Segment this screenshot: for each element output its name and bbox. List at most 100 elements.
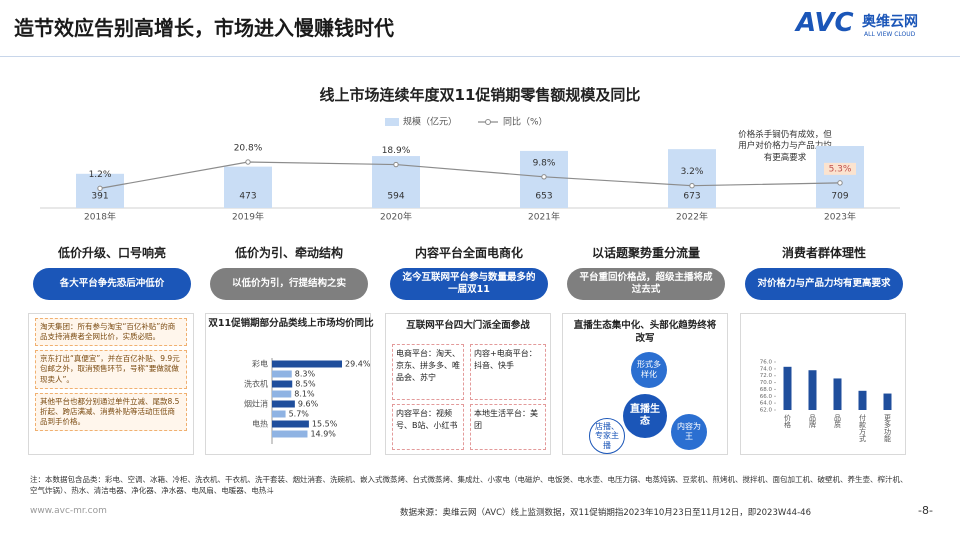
- cell: 本地生活平台：美团: [470, 404, 546, 450]
- bar: [272, 420, 309, 428]
- y-tick-label: 74.0: [760, 366, 773, 372]
- logo: AVC: [796, 8, 854, 38]
- x-tick-label: 2020年: [380, 211, 412, 223]
- line-value-label: 18.9%: [382, 146, 411, 156]
- bar: [272, 370, 292, 378]
- line-value-label: 5.3%: [829, 164, 852, 174]
- y-tick-label: 66.0: [760, 394, 773, 400]
- bar: [272, 380, 293, 388]
- line-value-label: 20.8%: [234, 144, 263, 154]
- panel-box: 互联网平台四大门派全面参战电商平台：淘天、京东、拼多多、唯品会、苏宁 内容+电商平…: [385, 313, 551, 455]
- bar-value-label: 653: [535, 192, 552, 202]
- box-title: 直播生态集中化、头部化趋势终将改写: [573, 320, 717, 344]
- legend-swatch: [485, 119, 491, 125]
- y-tick-label: 62.0: [760, 408, 773, 414]
- y-tick-label: 64.0: [760, 401, 773, 407]
- cell: 电商平台：淘天、京东、拼多多、唯品会、苏宁: [392, 344, 464, 400]
- bar-value-label: 9.6%: [298, 400, 319, 409]
- line-point: [97, 185, 103, 192]
- bar: [858, 390, 867, 410]
- circle-node: 内容为王: [671, 414, 707, 450]
- source: 数据来源：奥维云网（AVC）线上监测数据，双11促销期指2023年10月23日至…: [400, 508, 811, 518]
- y-tick-label: 70.0: [760, 380, 773, 386]
- panel-pill: 迄今互联网平台参与数量最多的一届双11: [390, 268, 548, 300]
- bar-value-label: 673: [683, 192, 700, 202]
- box-title: 互联网平台四大门派全面参战: [406, 320, 530, 331]
- annotation: 价格杀手锏仍有成效，但用户对价格力与产品力均有更高要求: [738, 130, 832, 163]
- panel-heading: 低价为引、牵动结构: [234, 246, 343, 260]
- bar-value-label: 709: [831, 192, 848, 202]
- y-tick-label: 72.0: [760, 373, 773, 379]
- website: www.avc-mr.com: [30, 506, 107, 516]
- slide-title: 造节效应告别高增长，市场进入慢赚钱时代: [14, 16, 394, 40]
- bar: [272, 430, 308, 438]
- note: 淘天集团：所有参与淘宝“百亿补贴”的商品支持消费者全网比价，实质必赔。: [35, 318, 187, 347]
- bar: [224, 166, 272, 208]
- legend-label: 同比（%）: [503, 116, 548, 128]
- line-point: [541, 174, 547, 180]
- line-point: [245, 159, 251, 165]
- bar: [808, 370, 817, 410]
- logo-en: ALL VIEW CLOUD: [864, 31, 916, 38]
- logo-cn: 奥维云网: [862, 14, 918, 30]
- x-tick-label: 2023年: [824, 211, 856, 223]
- x-tick-label: 付款方式: [859, 413, 867, 442]
- y-tick-label: 电热: [252, 419, 268, 429]
- note: 京东打出“真便宜”，并在百亿补贴、9.9元包邮之外，取消预售环节，号称“要做就做…: [35, 350, 187, 389]
- line-point: [837, 180, 843, 186]
- x-tick-label: 品牌: [809, 414, 817, 429]
- y-tick-label: 烟灶消: [244, 399, 268, 409]
- bar: [272, 390, 292, 398]
- footnote: 注：本数据包含品类：彩电、空调、冰箱、冷柜、洗衣机、干衣机、洗干套装、烟灶消套、…: [30, 475, 908, 496]
- circle-node: 直播生态: [623, 394, 667, 438]
- circle-node: 形式多样化: [631, 352, 667, 388]
- x-tick-label: 2022年: [676, 211, 708, 223]
- bar: [668, 149, 716, 208]
- y-tick-label: 76.0: [760, 360, 773, 366]
- line-point: [689, 182, 695, 189]
- panel-box: 直播生态集中化、头部化趋势终将改写直播生态 形式多样化 店播、专家主播 内容为王: [562, 313, 728, 455]
- panel-box: 淘天集团：所有参与淘宝“百亿补贴”的商品支持消费者全网比价，实质必赔。京东打出“…: [28, 313, 194, 455]
- bar-value-label: 8.1%: [294, 390, 315, 399]
- panel-pill: 以低价为引，行提结构之实: [210, 268, 368, 300]
- cell: 内容平台：视频号、B站、小红书: [392, 404, 464, 450]
- cell: 内容+电商平台：抖音、快手: [470, 344, 546, 400]
- page-number: -8-: [918, 504, 933, 517]
- bar-value-label: 14.9%: [310, 430, 336, 439]
- legend-swatch: [385, 118, 399, 126]
- x-tick-label: 2018年: [84, 211, 116, 223]
- y-tick-label: 68.0: [760, 387, 773, 393]
- line-point: [393, 161, 399, 168]
- bar-value-label: 391: [91, 192, 108, 202]
- panel-heading: 消费者群体理性: [781, 246, 866, 260]
- panel-pill: 各大平台争先恐后冲低价: [33, 268, 191, 300]
- bar: [272, 360, 342, 368]
- line-value-label: 9.8%: [533, 158, 556, 168]
- bar-value-label: 29.4%: [345, 360, 371, 369]
- circle-node: 店播、专家主播: [589, 418, 625, 454]
- x-tick-label: 价格: [784, 414, 792, 429]
- x-tick-label: 2021年: [528, 211, 560, 223]
- panel-heading: 内容平台全面电商化: [414, 246, 523, 260]
- line-value-label: 3.2%: [681, 167, 704, 177]
- panel-pill: 平台重回价格战，超级主播将成过去式: [567, 268, 725, 300]
- bar: [816, 146, 864, 208]
- label-highlight: [824, 162, 856, 175]
- panel-heading: 以话题聚势重分流量: [591, 246, 700, 260]
- bar-value-label: 5.7%: [289, 410, 310, 419]
- bar: [883, 393, 892, 410]
- note: 其他平台也都分别通过单件立减、尾款8.5折起、跨店满减、消费补贴等活动压低商品到…: [35, 392, 187, 431]
- bar: [783, 366, 792, 410]
- y-tick-label: 彩电: [252, 359, 268, 369]
- bar: [833, 378, 842, 410]
- y-tick-label: 洗衣机: [244, 379, 268, 389]
- panel-box: [740, 313, 906, 455]
- bar-value-label: 8.3%: [295, 370, 316, 379]
- bar: [272, 400, 295, 408]
- legend-label: 规模（亿元）: [403, 116, 457, 128]
- chart-title: 线上市场连续年度双11促销期零售额规模及同比: [319, 86, 641, 104]
- line-value-label: 1.2%: [89, 170, 112, 180]
- x-tick-label: 品质: [834, 414, 842, 429]
